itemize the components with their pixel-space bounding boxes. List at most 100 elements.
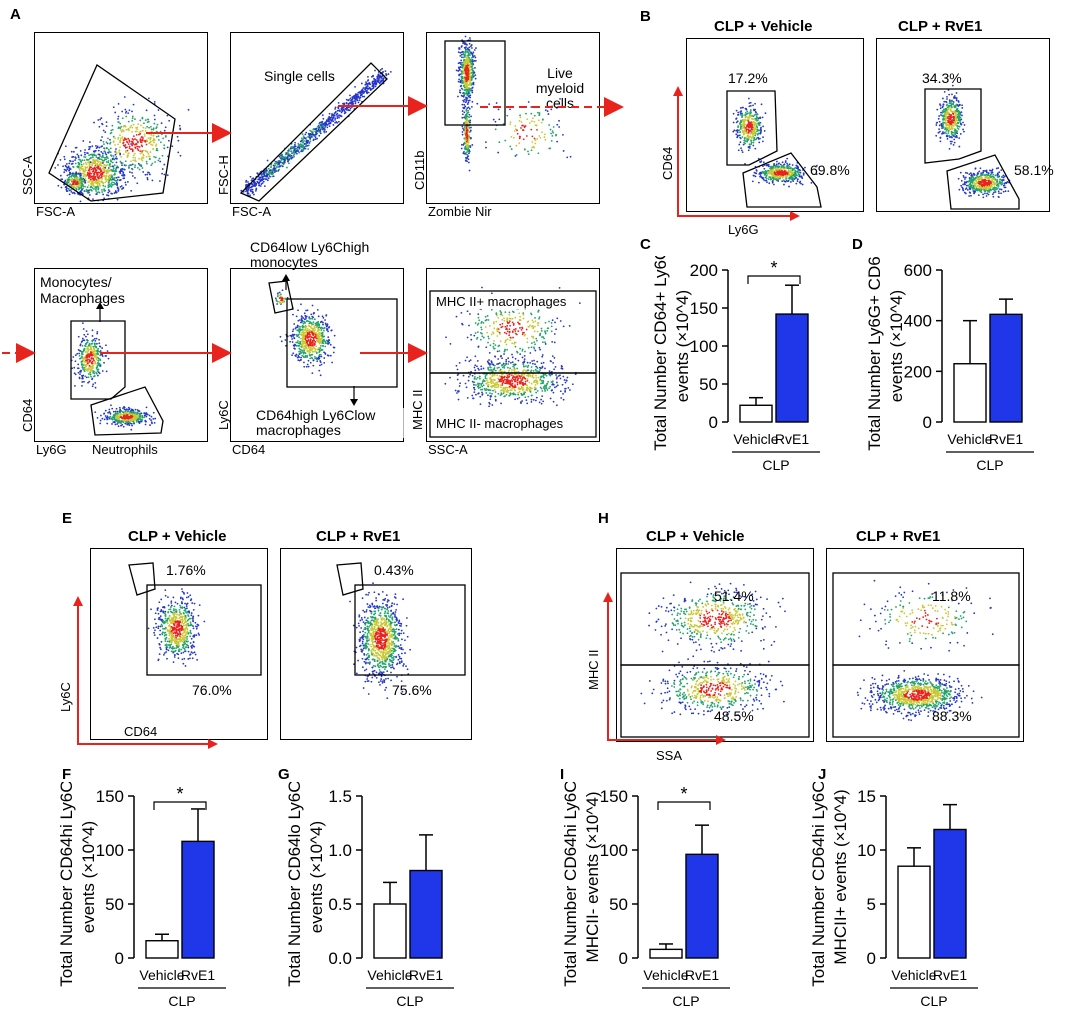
panel-letter-c: C	[640, 236, 651, 253]
axis-ylabel: CD64	[660, 146, 675, 180]
y-axis-label: events (×10^4)	[307, 821, 326, 933]
facs-plot-h-vehicle	[616, 548, 814, 742]
plot-title: CLP + RvE1	[316, 528, 401, 545]
axis-xlabel: SSC-A	[428, 442, 468, 457]
facs-plot-b-rve1	[876, 38, 1050, 212]
panel-letter-b: B	[640, 8, 651, 25]
x-category-label: RvE1	[989, 431, 1023, 447]
y-tick-label: 1.0	[328, 841, 352, 860]
facs-density-svg	[268, 280, 398, 388]
y-axis-label: MHCII- events (×10^4)	[583, 792, 602, 963]
facs-plot-b-vehicle	[686, 38, 864, 212]
y-axis-label: events (×10^4)	[887, 290, 906, 402]
bar-rve1	[409, 869, 443, 959]
axis-xlabel: CD64	[232, 442, 266, 457]
facs-density-svg	[444, 35, 572, 172]
pct-large-gate: 76.0%	[192, 682, 232, 698]
y-tick-label: 5	[867, 895, 876, 914]
y-tick-label: 0.5	[328, 895, 352, 914]
x-category-label: Vehicle	[947, 431, 992, 447]
y-tick-label: 0	[923, 413, 932, 432]
facs-plot-cd11b	[426, 32, 600, 204]
panel-letter-f: F	[62, 766, 72, 783]
panel-letter-a: A	[10, 6, 21, 23]
pct-upper: 34.3%	[922, 70, 962, 86]
gate-label-single-cells: Single cells	[264, 68, 335, 84]
y-tick-label: 150	[690, 299, 718, 318]
pct-lower: 58.1%	[1014, 162, 1054, 178]
y-tick-label: 200	[690, 261, 718, 280]
facs-density-svg	[48, 64, 190, 203]
y-tick-label: 100	[96, 841, 124, 860]
axis-xlabel: FSC-A	[36, 204, 75, 219]
y-axis-label: Total Number CD64+ Ly6G-	[651, 256, 670, 451]
significance-bracket	[657, 801, 711, 810]
y-tick-label: 0	[867, 949, 876, 968]
y-tick-label: 150	[96, 787, 124, 806]
axis-xlabel: SSA	[656, 748, 683, 763]
group-label: CLP	[976, 457, 1003, 473]
significance-bracket	[153, 801, 207, 810]
y-tick-label: 50	[699, 375, 718, 394]
y-axis-label: Total Number CD64hi Ly6Clo	[57, 782, 76, 987]
significance-star: *	[176, 784, 183, 804]
y-axis-label: Total Number CD64lo Ly6Chi	[285, 782, 304, 987]
pct-small-gate: 0.43%	[374, 562, 414, 578]
axis-arrows	[73, 596, 218, 749]
x-category-label: Vehicle	[643, 967, 688, 983]
pct-upper: 51.4%	[714, 588, 754, 604]
bar-chart-c: 0 50 100 150 200 Total Number CD64+ Ly6G-even…	[651, 256, 820, 473]
bar-chart-f: 0 50 100 150 Total Number CD64hi Ly6Clo event…	[57, 782, 226, 1009]
axis-xlabel: Ly6G	[728, 222, 759, 237]
gate-label-mhcii-pos: MHC II+ macrophages	[436, 294, 567, 309]
x-category-label: RvE1	[775, 431, 809, 447]
group-label: CLP	[920, 993, 947, 1009]
bar-vehicle	[897, 865, 931, 959]
y-tick-label: 0	[115, 949, 124, 968]
group-label: CLP	[672, 993, 699, 1009]
y-tick-label: 50	[609, 895, 628, 914]
panel-letter-g: G	[278, 766, 290, 783]
facs-plot-fsc-h	[230, 32, 404, 204]
y-tick-label: 100	[600, 841, 628, 860]
facs-density-svg	[832, 572, 1020, 738]
axis-xlabel: Ly6G	[36, 442, 67, 457]
y-axis-label: events (×10^4)	[79, 821, 98, 933]
y-tick-label: 400	[904, 312, 932, 331]
x-category-label: Vehicle	[367, 967, 412, 983]
gate-label-neutrophils: Neutrophils	[92, 442, 158, 457]
bar-vehicle	[953, 363, 987, 423]
pct-upper: 11.8%	[932, 588, 971, 604]
axis-xlabel: Zombie Nir	[428, 204, 492, 219]
panel-letter-h: H	[598, 510, 609, 527]
bar-vehicle	[739, 404, 773, 423]
y-tick-label: 200	[904, 362, 932, 381]
panel-letter-i: I	[560, 766, 565, 783]
bar-rve1	[181, 840, 215, 959]
y-tick-label: 100	[690, 337, 718, 356]
y-tick-label: 150	[600, 787, 628, 806]
facs-density-svg	[924, 84, 1020, 210]
y-tick-label: 1.5	[328, 787, 352, 806]
panel-letter-j: J	[818, 766, 827, 783]
pct-lower: 69.8%	[810, 162, 850, 178]
facs-plot-fsc-ssc	[34, 32, 208, 204]
group-label: CLP	[396, 993, 423, 1009]
plot-title: CLP + RvE1	[856, 528, 941, 545]
significance-star: *	[680, 784, 687, 804]
bar-vehicle	[649, 948, 683, 959]
y-tick-label: 0	[619, 949, 628, 968]
facs-density-svg	[429, 286, 597, 438]
gating-arrows	[2, 96, 624, 406]
bar-rve1	[775, 313, 809, 423]
facs-density-svg	[70, 320, 164, 436]
y-tick-label: 0	[709, 413, 718, 432]
plot-title: CLP + Vehicle	[128, 528, 227, 545]
facs-density-svg	[620, 572, 810, 738]
x-category-label: Vehicle	[733, 431, 778, 447]
plot-title: CLP + RvE1	[898, 18, 983, 35]
bar-chart-i: 0 50 100 150 Total Number CD64hi Ly6Clo MHCII…	[561, 782, 730, 1009]
y-tick-label: 600	[904, 261, 932, 280]
axis-xlabel: FSC-A	[232, 204, 271, 219]
bar-rve1	[933, 828, 967, 959]
